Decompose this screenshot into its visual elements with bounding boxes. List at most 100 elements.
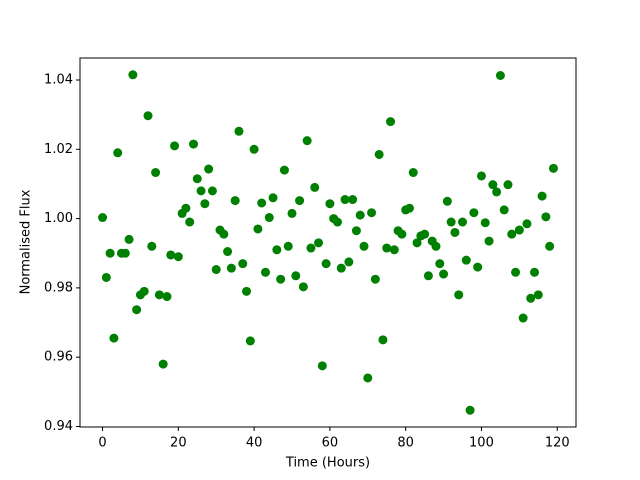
point [158,359,168,369]
point [101,272,111,282]
point [548,163,558,173]
point [268,193,278,203]
point [128,70,138,80]
point [492,187,502,197]
point [238,259,248,269]
y-tick-label: 0.96 [44,350,73,365]
point [359,241,369,251]
point [526,293,536,303]
point [340,195,350,205]
point [230,196,240,206]
point [378,335,388,345]
x-tick-label: 40 [246,436,263,451]
x-tick-label: 0 [98,436,106,451]
point [530,267,540,277]
point [321,259,331,269]
point [113,148,123,158]
point [332,217,342,227]
point [151,168,161,178]
x-tick-label: 120 [545,436,570,451]
point [310,182,320,192]
point [143,111,153,121]
point [249,144,259,154]
point [344,257,354,267]
x-tick-label: 60 [322,436,339,451]
point [454,290,464,300]
point [283,241,293,251]
point [139,286,149,296]
point [272,245,282,255]
y-axis-label: Normalised Flux [19,189,34,294]
point [480,218,490,228]
point [420,229,430,239]
point [253,224,263,234]
point [522,219,532,229]
point [154,290,164,300]
point [370,274,380,284]
point [374,149,384,159]
y-tick-label: 1.02 [44,142,73,157]
point [260,267,270,277]
point [461,255,471,265]
x-tick-label: 20 [170,436,187,451]
point [495,70,505,80]
point [257,198,267,208]
point [431,241,441,251]
point [351,226,361,236]
point [404,203,414,213]
point [298,282,308,292]
point [124,234,134,244]
point [476,171,486,181]
point [192,174,202,184]
point [211,265,221,275]
point [446,217,456,227]
point [302,136,312,146]
point [173,252,183,262]
point [450,227,460,237]
point [488,180,498,190]
point [507,229,517,239]
point [317,361,327,371]
point [382,243,392,253]
point [245,336,255,346]
point [147,241,157,251]
point [166,250,176,260]
point [226,263,236,273]
point [185,217,195,227]
point [109,333,119,343]
y-tick-label: 1.00 [44,211,73,226]
point [348,195,358,205]
point [188,139,198,149]
point [423,271,433,281]
point [511,267,521,277]
point [503,180,513,190]
point [207,186,217,196]
point [223,247,233,257]
point [170,141,180,151]
point [196,186,206,196]
point [541,212,551,222]
point [306,243,316,253]
point [386,117,396,127]
x-tick-label: 100 [469,436,494,451]
point [518,313,528,323]
point [204,164,214,174]
point [219,229,229,239]
point [336,263,346,273]
point [279,165,289,175]
point [325,199,335,209]
point [242,286,252,296]
point [98,213,108,223]
point [355,210,365,220]
point [132,305,142,315]
y-tick-label: 0.98 [44,280,73,295]
x-axis-label: Time (Hours) [285,456,370,471]
point [162,292,172,302]
point [363,373,373,383]
point [120,248,130,258]
plot-frame [79,57,577,428]
point [533,290,543,300]
point [295,196,305,206]
point [473,262,483,272]
